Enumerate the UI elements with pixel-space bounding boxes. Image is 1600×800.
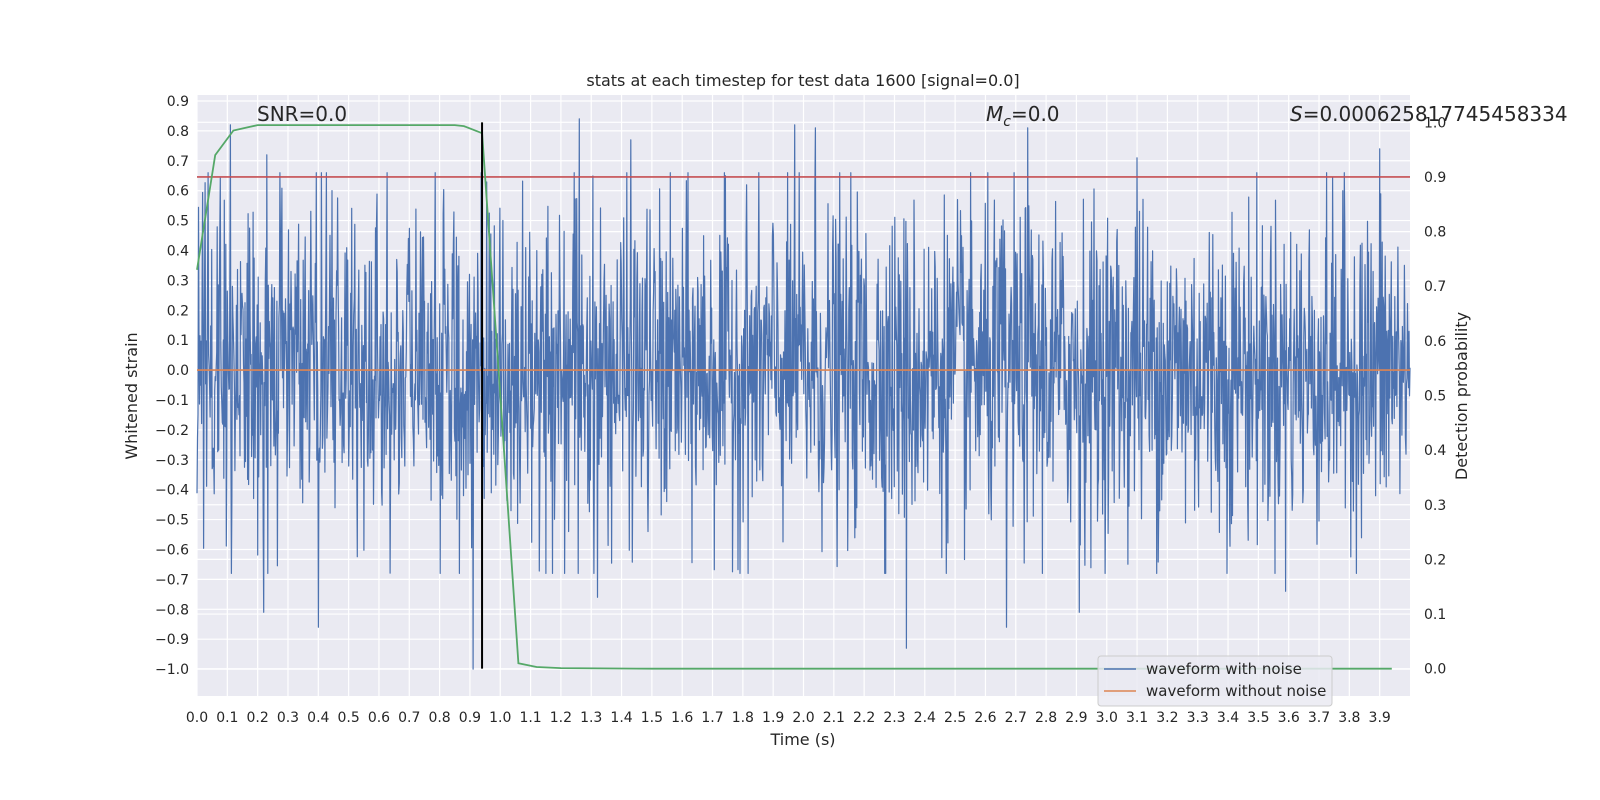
x-tick-label: 0.4: [307, 710, 329, 726]
y2-tick-label: 0.2: [1424, 552, 1446, 568]
x-tick-label: 1.9: [762, 710, 784, 726]
y-tick-label: −0.4: [155, 483, 189, 499]
x-tick-label: 2.5: [944, 710, 966, 726]
x-tick-label: 3.1: [1126, 710, 1148, 726]
y-tick-label: 0.5: [167, 214, 189, 230]
snr-annotation: SNR=0.0: [257, 102, 347, 126]
x-tick-label: 3.8: [1338, 710, 1360, 726]
s-value: =0.000625817745458334: [1303, 102, 1568, 126]
detection-probability-line: [196, 124, 1392, 670]
x-tick-label: 2.8: [1035, 710, 1057, 726]
y-tick-labels: 0.9 0.8 0.7 0.6 0.5 0.4 0.3 0.2 0.1 0.0 −0.1 −0.2 −0…: [155, 94, 189, 678]
x-tick-label: 1.8: [732, 710, 754, 726]
y-tick-label: −1.0: [155, 662, 189, 678]
legend: waveform with noise waveform without noi…: [1097, 655, 1333, 707]
y2-tick-label: 0.0: [1424, 662, 1446, 678]
x-tick-label: 3.6: [1278, 710, 1300, 726]
y-axis-label: Whitened strain: [122, 332, 141, 459]
y-tick-label: −0.3: [155, 453, 189, 469]
x-tick-label: 1.6: [671, 710, 693, 726]
y-tick-label: 0.4: [167, 243, 189, 259]
x-tick-label: 3.3: [1187, 710, 1209, 726]
x-tick-label: 0.0: [186, 710, 208, 726]
x-axis-label: Time (s): [769, 730, 835, 749]
y-tick-label: 0.3: [167, 273, 189, 289]
y2-tick-label: 0.1: [1424, 607, 1446, 623]
x-tick-label: 0.5: [337, 710, 359, 726]
x-tick-label: 0.3: [277, 710, 299, 726]
y-tick-label: 0.2: [167, 303, 189, 319]
y-tick-label: 0.6: [167, 184, 189, 200]
y-tick-label: −0.5: [155, 513, 189, 529]
x-tick-label: 1.4: [610, 710, 632, 726]
y-tick-label: −0.8: [155, 602, 189, 618]
x-tick-label: 3.0: [1096, 710, 1118, 726]
overlay-lines: [196, 122, 1410, 670]
y2-tick-label: 0.8: [1424, 225, 1446, 241]
x-tick-label: 3.9: [1369, 710, 1391, 726]
mc-symbol: M: [986, 102, 1003, 126]
x-tick-label: 3.7: [1308, 710, 1330, 726]
y2-tick-label: 1.0: [1424, 115, 1446, 131]
y-tick-label: −0.7: [155, 572, 189, 588]
x-tick-label: 3.4: [1217, 710, 1239, 726]
y-tick-label: −0.6: [155, 542, 189, 558]
y2-tick-label: 0.7: [1424, 279, 1446, 295]
x-tick-label: 1.5: [641, 710, 663, 726]
x-tick-label: 1.2: [550, 710, 572, 726]
y-tick-label: −0.9: [155, 632, 189, 648]
x-tick-label: 0.2: [247, 710, 269, 726]
x-tick-label: 3.5: [1247, 710, 1269, 726]
x-tick-label: 2.3: [883, 710, 905, 726]
x-tick-label: 2.7: [1005, 710, 1027, 726]
y-tick-label: −0.1: [155, 393, 189, 409]
x-tick-label: 2.2: [853, 710, 875, 726]
y2-tick-label: 0.5: [1424, 389, 1446, 405]
y2-axis-label: Detection probability: [1452, 312, 1471, 480]
x-tick-label: 3.2: [1156, 710, 1178, 726]
x-tick-label: 1.7: [701, 710, 723, 726]
mc-subscript: c: [1003, 114, 1011, 130]
x-tick-label: 0.9: [459, 710, 481, 726]
y2-tick-labels: 1.0 0.9 0.8 0.7 0.6 0.5 0.4 0.3 0.2 0.1 0.0: [1424, 115, 1446, 677]
x-tick-label: 1.1: [519, 710, 541, 726]
waveform-with-noise-line: [196, 118, 1411, 670]
x-tick-label: 0.1: [216, 710, 238, 726]
x-tick-label: 2.6: [974, 710, 996, 726]
x-tick-label: 2.0: [792, 710, 814, 726]
y2-tick-label: 0.3: [1424, 498, 1446, 514]
y-tick-label: −0.2: [155, 423, 189, 439]
y2-tick-label: 0.4: [1424, 443, 1446, 459]
x-tick-label: 0.6: [368, 710, 390, 726]
x-tick-label: 2.4: [914, 710, 936, 726]
x-tick-label: 0.7: [398, 710, 420, 726]
legend-label-noise: waveform with noise: [1146, 660, 1302, 678]
chart-title: stats at each timestep for test data 160…: [586, 71, 1019, 90]
x-tick-labels: 0.0 0.1 0.2 0.3 0.4 0.5 0.6 0.7 0.8 0.9 1.0 1.1 1.2 1…: [186, 710, 1391, 726]
y-tick-label: 0.7: [167, 154, 189, 170]
s-symbol: S: [1290, 102, 1303, 126]
x-tick-label: 2.9: [1065, 710, 1087, 726]
x-tick-label: 1.0: [489, 710, 511, 726]
y2-tick-label: 0.9: [1424, 170, 1446, 186]
x-tick-label: 2.1: [823, 710, 845, 726]
waveform-with-noise-series: [196, 118, 1411, 670]
y-tick-label: 0.9: [167, 94, 189, 110]
s-annotation: S=0.000625817745458334: [1290, 102, 1568, 126]
y-tick-label: 0.1: [167, 333, 189, 349]
x-tick-label: 0.8: [428, 710, 450, 726]
legend-label-clean: waveform without noise: [1146, 682, 1326, 700]
mc-annotation: Mc=0.0: [986, 102, 1060, 130]
mc-value: =0.0: [1011, 102, 1060, 126]
y-tick-label: 0.8: [167, 124, 189, 140]
legend-box: [1097, 655, 1333, 707]
y2-tick-label: 0.6: [1424, 334, 1446, 350]
y-tick-label: 0.0: [167, 363, 189, 379]
x-tick-label: 1.3: [580, 710, 602, 726]
